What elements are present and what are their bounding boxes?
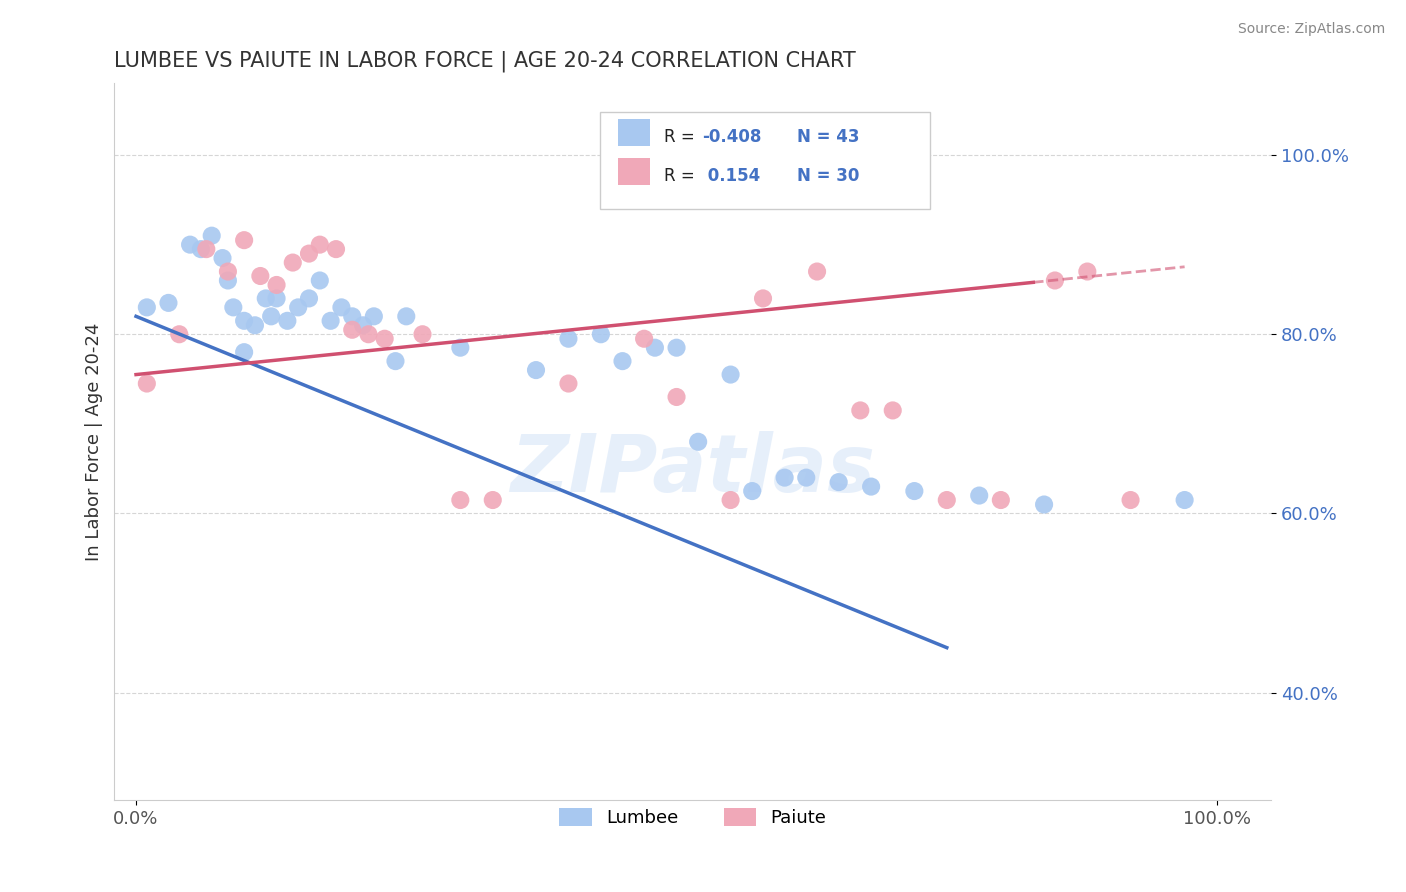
Point bbox=[720, 493, 742, 508]
Point bbox=[589, 327, 612, 342]
Point bbox=[967, 489, 990, 503]
Point bbox=[633, 332, 655, 346]
Text: R =: R = bbox=[664, 128, 700, 146]
Point bbox=[449, 341, 471, 355]
Point bbox=[524, 363, 547, 377]
Text: N = 30: N = 30 bbox=[797, 167, 859, 185]
Text: R =: R = bbox=[664, 167, 700, 185]
Point bbox=[342, 323, 364, 337]
Point bbox=[557, 376, 579, 391]
Point bbox=[557, 332, 579, 346]
Point bbox=[828, 475, 851, 489]
Point bbox=[266, 292, 288, 306]
Bar bbox=[617, 120, 650, 146]
Point bbox=[860, 480, 883, 494]
Point bbox=[384, 354, 406, 368]
Point bbox=[1076, 264, 1098, 278]
Point bbox=[773, 470, 796, 484]
Legend: Lumbee, Paiute: Lumbee, Paiute bbox=[553, 800, 834, 834]
Point bbox=[935, 493, 957, 508]
Point bbox=[363, 310, 385, 324]
Point bbox=[1033, 498, 1056, 512]
Point bbox=[794, 470, 817, 484]
Point bbox=[688, 434, 710, 449]
Point bbox=[233, 233, 256, 247]
Point bbox=[243, 318, 266, 333]
Point bbox=[357, 327, 380, 342]
Text: N = 43: N = 43 bbox=[797, 128, 859, 146]
Point bbox=[157, 296, 180, 310]
Point bbox=[665, 390, 688, 404]
Point bbox=[342, 310, 364, 324]
Point bbox=[481, 493, 503, 508]
Point bbox=[806, 264, 828, 278]
Point bbox=[135, 301, 157, 315]
Point bbox=[287, 301, 309, 315]
Point bbox=[1174, 493, 1197, 508]
Text: -0.408: -0.408 bbox=[702, 128, 762, 146]
Point bbox=[612, 354, 634, 368]
Bar bbox=[600, 112, 929, 209]
Point bbox=[882, 403, 904, 417]
Point bbox=[195, 242, 218, 256]
Point bbox=[325, 242, 347, 256]
Point bbox=[233, 345, 256, 359]
Point bbox=[720, 368, 742, 382]
Point bbox=[308, 237, 330, 252]
Point bbox=[352, 318, 374, 333]
Bar bbox=[617, 158, 650, 186]
Point bbox=[449, 493, 471, 508]
Point bbox=[990, 493, 1012, 508]
Point bbox=[319, 314, 342, 328]
Point bbox=[276, 314, 298, 328]
Point bbox=[1043, 273, 1066, 287]
Point bbox=[411, 327, 433, 342]
Y-axis label: In Labor Force | Age 20-24: In Labor Force | Age 20-24 bbox=[86, 323, 103, 561]
Point bbox=[190, 242, 212, 256]
Point bbox=[330, 301, 353, 315]
Point bbox=[752, 292, 775, 306]
Point bbox=[217, 264, 239, 278]
Point bbox=[233, 314, 256, 328]
Point bbox=[249, 268, 271, 283]
Point bbox=[395, 310, 418, 324]
Point bbox=[298, 292, 321, 306]
Point bbox=[903, 484, 925, 499]
Point bbox=[254, 292, 277, 306]
Text: ZIPatlas: ZIPatlas bbox=[510, 432, 876, 509]
Text: LUMBEE VS PAIUTE IN LABOR FORCE | AGE 20-24 CORRELATION CHART: LUMBEE VS PAIUTE IN LABOR FORCE | AGE 20… bbox=[114, 51, 856, 72]
Text: 0.154: 0.154 bbox=[702, 167, 761, 185]
Point bbox=[308, 273, 330, 287]
Point bbox=[169, 327, 191, 342]
Point bbox=[281, 255, 304, 269]
Point bbox=[201, 228, 224, 243]
Point bbox=[665, 341, 688, 355]
Point bbox=[135, 376, 157, 391]
Point bbox=[741, 484, 763, 499]
Point bbox=[211, 251, 233, 265]
Point bbox=[222, 301, 245, 315]
Point bbox=[298, 246, 321, 260]
Point bbox=[217, 273, 239, 287]
Point bbox=[849, 403, 872, 417]
Point bbox=[1119, 493, 1142, 508]
Point bbox=[266, 277, 288, 292]
Point bbox=[179, 237, 201, 252]
Text: Source: ZipAtlas.com: Source: ZipAtlas.com bbox=[1237, 22, 1385, 37]
Point bbox=[644, 341, 666, 355]
Point bbox=[374, 332, 396, 346]
Point bbox=[260, 310, 283, 324]
